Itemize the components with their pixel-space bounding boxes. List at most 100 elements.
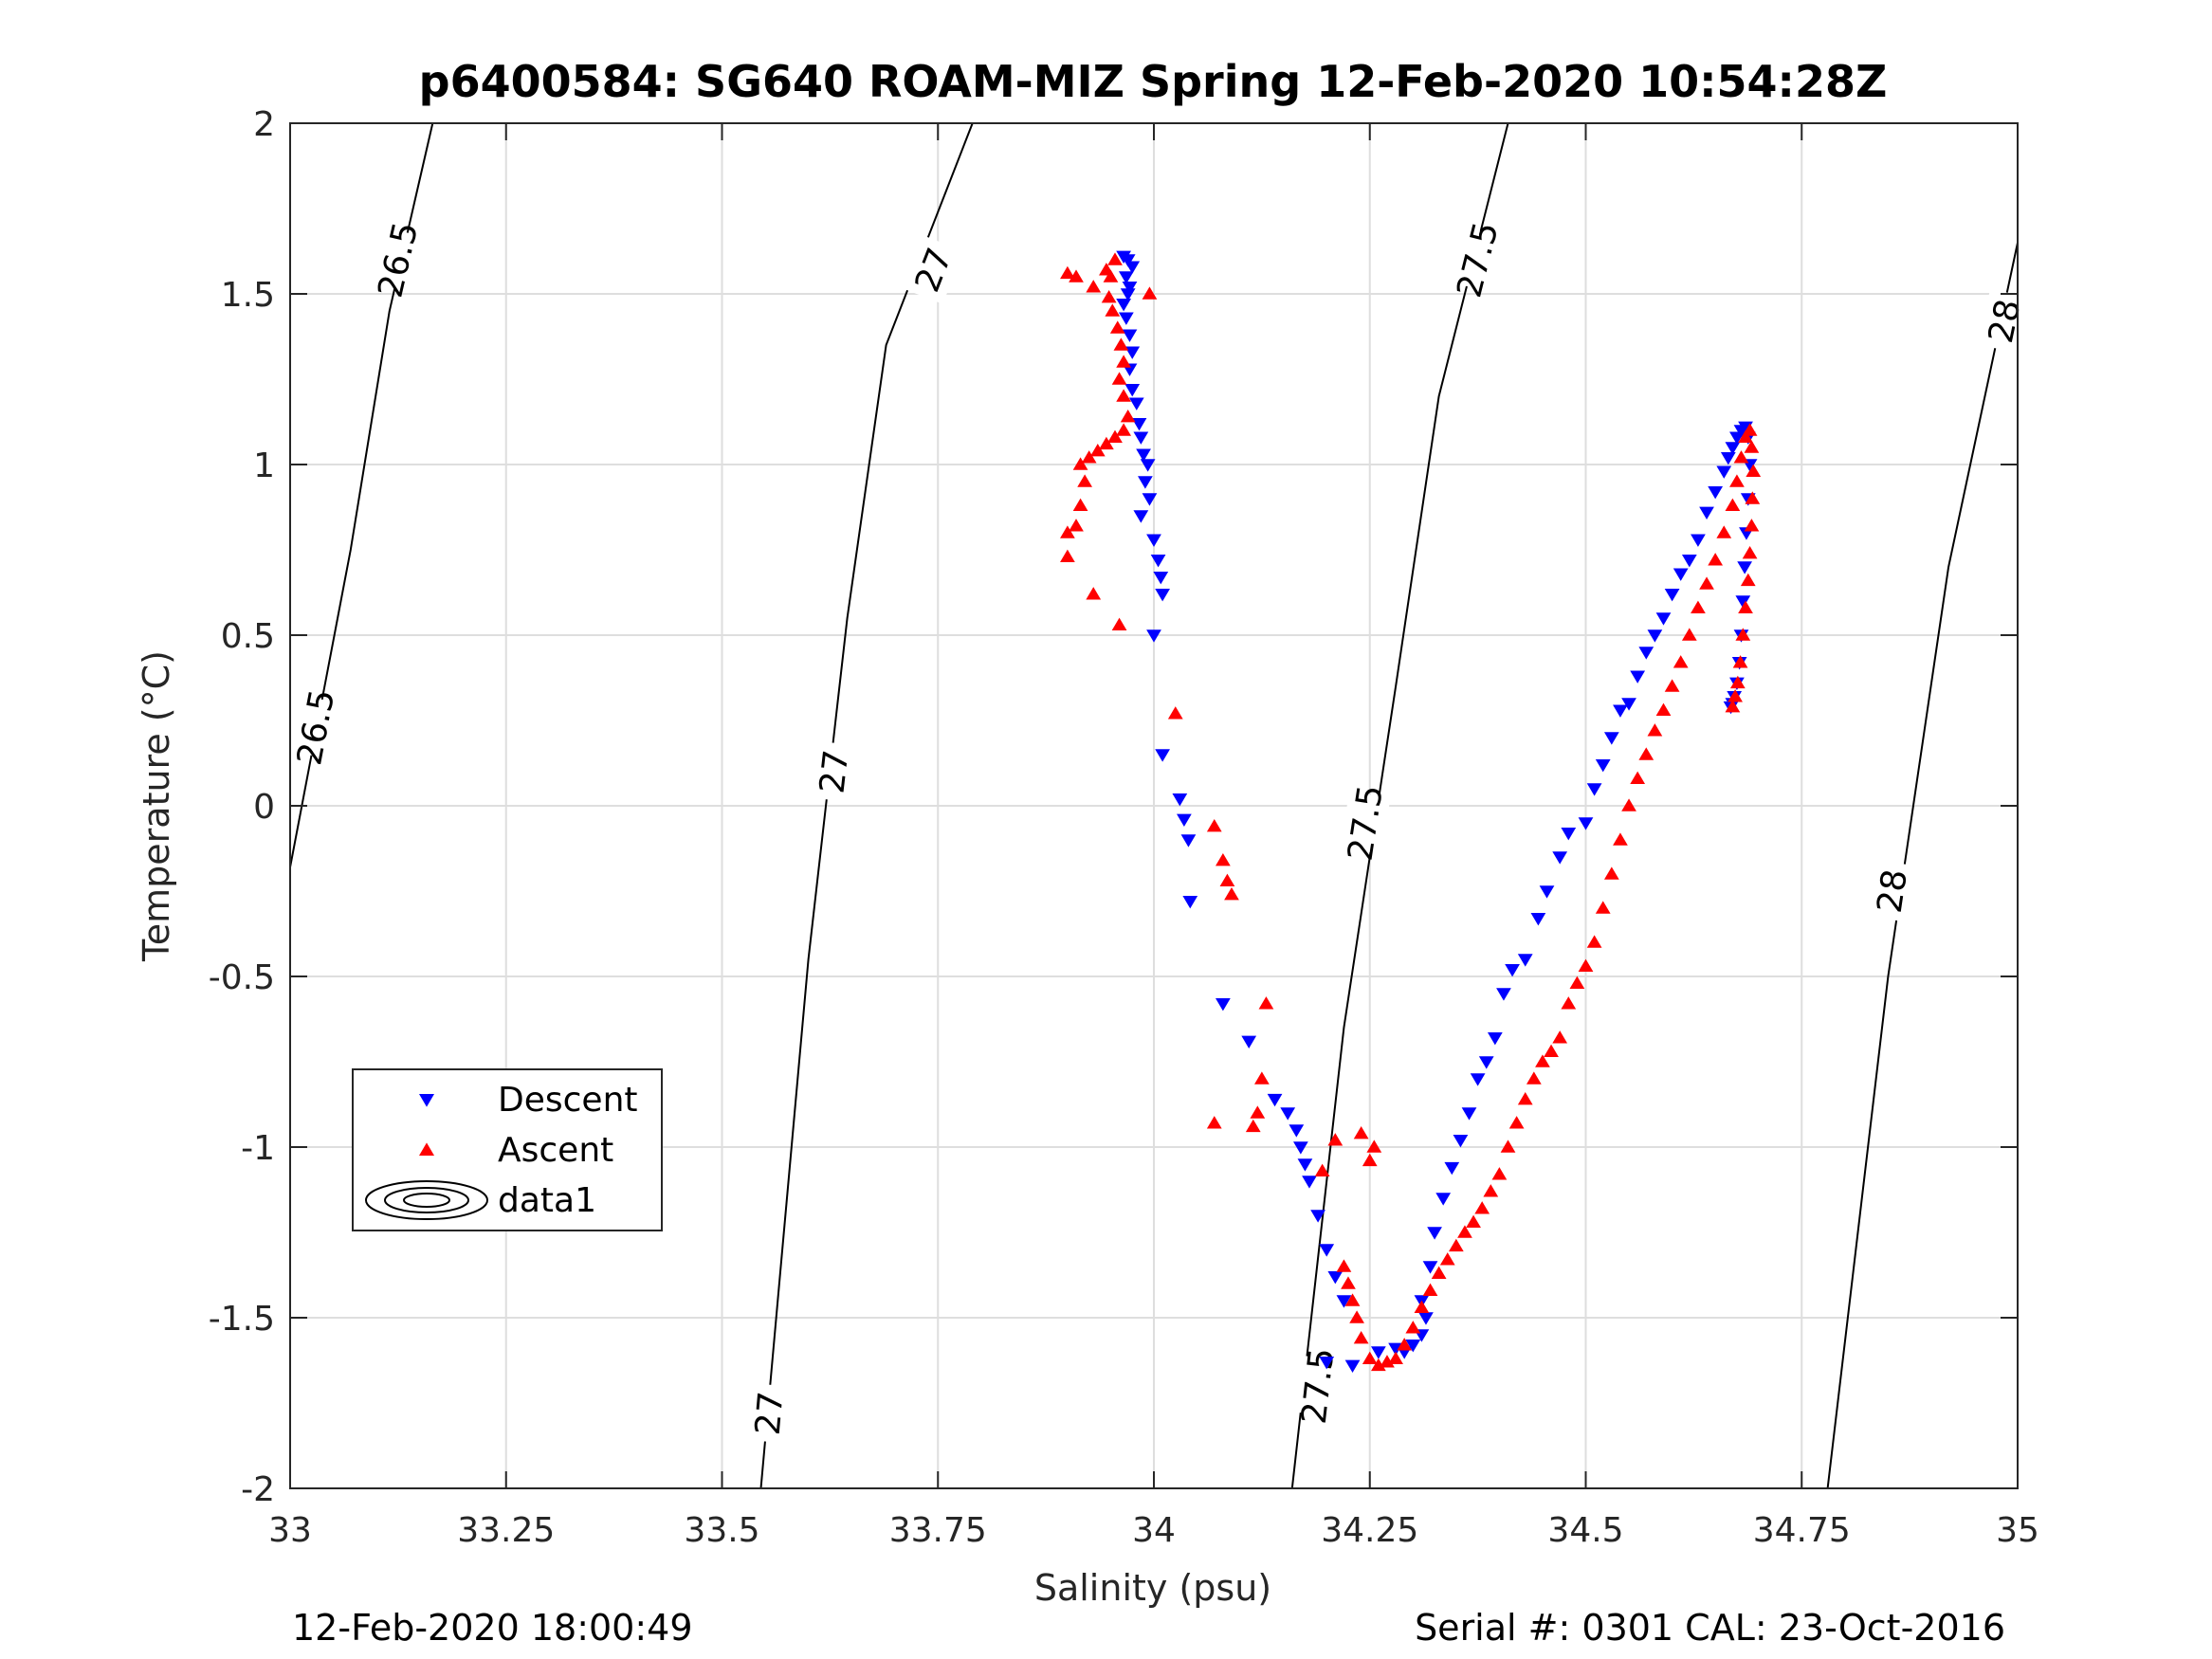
ascent-point	[1699, 576, 1714, 590]
y-tick-label: 1.5	[221, 276, 275, 315]
ascent-point	[1744, 519, 1760, 532]
ascent-point	[1254, 1071, 1270, 1085]
ascent-point	[1733, 450, 1749, 464]
ascent-point	[1167, 706, 1183, 720]
ascent-point	[1621, 798, 1636, 811]
ascent-point	[1732, 655, 1748, 668]
descent-point	[1681, 555, 1697, 568]
ascent-point	[1586, 935, 1602, 948]
contour-label-bg	[1867, 860, 1918, 922]
descent-point	[1155, 589, 1170, 602]
ascent-point	[1569, 975, 1585, 989]
descent-point	[1131, 418, 1147, 431]
y-tick-label: 0	[253, 788, 275, 827]
ascent-point	[1729, 675, 1746, 689]
descent-point	[1370, 1346, 1386, 1359]
legend-contour-ring	[403, 1193, 450, 1208]
descent-point	[1336, 1295, 1352, 1308]
descent-point	[1737, 561, 1752, 574]
descent-point	[1595, 759, 1611, 773]
footer-timestamp: 12-Feb-2020 18:00:49	[292, 1607, 693, 1649]
descent-point	[1539, 885, 1555, 899]
descent-point	[1725, 442, 1741, 455]
ascent-point	[1388, 1351, 1403, 1364]
contour-label: 27	[749, 1390, 792, 1436]
descent-point	[1177, 813, 1192, 828]
descent-point	[1561, 828, 1577, 841]
descent-point	[1735, 595, 1751, 609]
ascent-point	[1086, 280, 1102, 293]
ascent-point	[1439, 1252, 1455, 1266]
x-tick-label: 34	[1132, 1511, 1176, 1550]
ascent-point	[1745, 491, 1761, 504]
ascent-point	[1113, 337, 1129, 351]
ascent-point	[1060, 525, 1075, 538]
descent-point	[1716, 465, 1732, 479]
x-tick-label: 33.75	[889, 1511, 987, 1550]
descent-point	[1603, 732, 1619, 745]
contour-label: 27.5	[1295, 1346, 1343, 1426]
contour-label-bg	[746, 1382, 794, 1444]
descent-point	[1120, 288, 1136, 301]
ascent-point	[1746, 464, 1762, 477]
ascent-point	[1638, 747, 1654, 760]
legend-contour-ring	[384, 1187, 469, 1213]
ascent-point	[1431, 1266, 1447, 1279]
x-tick-label: 35	[1996, 1511, 2039, 1550]
y-tick-label: -0.5	[209, 958, 275, 997]
ascent-point	[1647, 723, 1663, 737]
ascent-point	[1336, 1259, 1352, 1272]
descent-point	[1280, 1107, 1296, 1121]
descent-point	[1289, 1124, 1305, 1138]
ascent-point	[1738, 429, 1753, 443]
legend-box	[352, 1068, 663, 1231]
descent-point	[1505, 964, 1520, 977]
ascent-point	[1314, 1163, 1330, 1176]
ascent-point	[1708, 553, 1724, 566]
ascent-point	[1725, 498, 1741, 511]
ascent-point	[1077, 474, 1092, 487]
legend-label-descent: Descent	[498, 1081, 638, 1120]
ascent-point	[1353, 1125, 1369, 1139]
ascent-point	[1729, 474, 1745, 487]
ascent-point	[1109, 320, 1125, 334]
descent-point	[1638, 647, 1654, 660]
ascent-point	[1405, 1321, 1421, 1334]
ascent-point	[1089, 443, 1106, 457]
ascent-point	[1744, 440, 1760, 453]
ascent-point	[1105, 303, 1121, 317]
descent-point	[1310, 1210, 1325, 1223]
descent-point	[1146, 534, 1161, 547]
ascent-point	[1081, 450, 1097, 464]
descent-point	[1327, 1271, 1344, 1285]
ascent-point	[1725, 699, 1741, 713]
contour-label-bg	[290, 695, 342, 759]
ascent-point	[1735, 628, 1751, 641]
x-tick-label: 33.5	[684, 1511, 759, 1550]
ascent-point	[1508, 1116, 1525, 1129]
descent-point	[1267, 1093, 1283, 1107]
descent-point	[1461, 1107, 1477, 1121]
contour-label-bg	[810, 740, 859, 803]
ascent-point	[1060, 549, 1075, 562]
ascent-point	[1224, 886, 1239, 901]
descent-point	[1241, 1035, 1257, 1049]
x-tick-label: 34.25	[1321, 1511, 1418, 1550]
contour-line-27.5	[1290, 122, 1509, 1489]
descent-point	[1427, 1227, 1442, 1240]
ascent-point	[1245, 1119, 1261, 1133]
descent-point	[1487, 1032, 1503, 1046]
ascent-point	[1742, 545, 1758, 559]
descent-point	[1136, 448, 1151, 462]
descent-point	[1444, 1161, 1460, 1176]
contour-label-bg	[371, 227, 426, 293]
descent-point	[1118, 271, 1134, 284]
legend-label-data1: data1	[498, 1181, 596, 1220]
ascent-point	[1206, 818, 1222, 832]
descent-point	[1138, 476, 1153, 489]
ascent-point	[1107, 429, 1123, 443]
ascent-point	[1069, 519, 1084, 532]
descent-point	[1530, 913, 1546, 926]
ascent-point	[1142, 286, 1158, 300]
